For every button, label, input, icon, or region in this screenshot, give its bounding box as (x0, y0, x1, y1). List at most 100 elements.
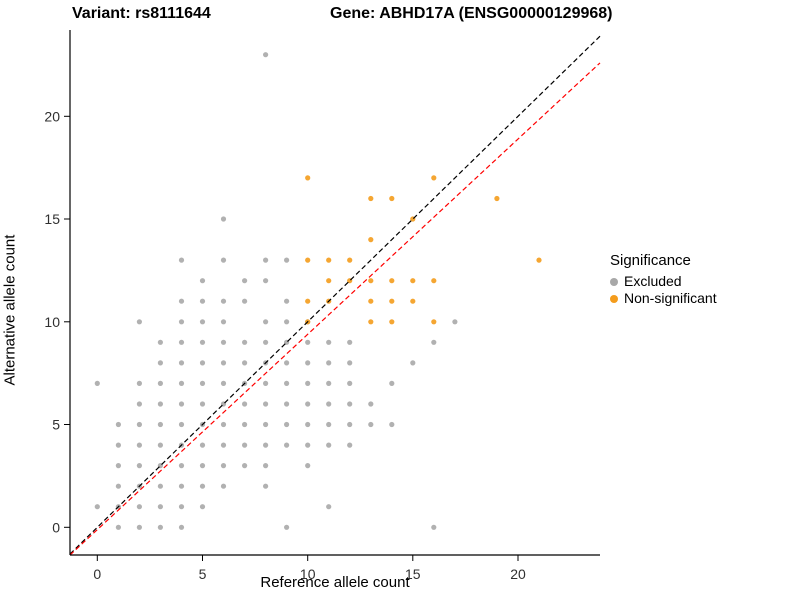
data-point-excluded (284, 257, 290, 263)
data-point-non-significant (326, 278, 332, 284)
data-point-excluded (326, 360, 332, 366)
data-point-non-significant (368, 278, 374, 284)
data-point-excluded (305, 463, 311, 469)
data-point-excluded (263, 339, 269, 345)
non-significant-dot-icon (610, 294, 618, 303)
data-point-excluded (157, 504, 163, 510)
data-point-excluded (263, 52, 269, 58)
data-point-non-significant (326, 257, 332, 263)
legend-item-excluded: Excluded (610, 273, 717, 290)
data-point-excluded (305, 339, 311, 345)
data-point-excluded (242, 401, 248, 407)
data-point-non-significant (305, 298, 311, 304)
data-point-excluded (305, 360, 311, 366)
data-point-excluded (136, 421, 142, 428)
data-point-non-significant (410, 278, 416, 284)
data-point-excluded (220, 442, 227, 448)
x-tick-label: 5 (199, 566, 207, 582)
x-tick-label: 20 (510, 566, 526, 582)
data-point-excluded (305, 421, 311, 428)
data-point-excluded (94, 380, 100, 386)
y-axis-label: Alternative allele count (1, 234, 19, 386)
data-point-excluded (220, 360, 227, 366)
data-point-excluded (220, 298, 227, 304)
excluded-dot-icon (610, 277, 618, 286)
data-point-excluded (178, 339, 185, 345)
data-point-excluded (284, 360, 290, 366)
x-tick-label: 15 (405, 566, 421, 582)
data-point-excluded (242, 278, 248, 284)
data-point-excluded (242, 360, 248, 366)
data-point-excluded (242, 339, 248, 345)
data-point-non-significant (410, 298, 416, 304)
data-point-excluded (136, 319, 142, 325)
data-point-excluded (263, 380, 269, 386)
data-point-non-significant (536, 257, 542, 263)
data-point-excluded (220, 319, 227, 325)
data-point-non-significant (305, 257, 311, 263)
data-point-excluded (178, 504, 185, 510)
data-point-excluded (305, 401, 311, 407)
data-point-non-significant (389, 319, 395, 325)
data-point-excluded (305, 442, 311, 448)
data-point-excluded (263, 278, 269, 284)
data-point-excluded (452, 319, 458, 325)
data-point-excluded (178, 257, 185, 263)
data-point-excluded (263, 401, 269, 407)
data-point-excluded (368, 421, 374, 428)
data-point-excluded (220, 339, 227, 345)
data-point-excluded (136, 380, 142, 386)
data-point-excluded (199, 401, 206, 407)
data-point-excluded (136, 442, 142, 448)
data-point-excluded (347, 360, 353, 366)
data-point-non-significant (431, 175, 437, 181)
data-point-non-significant (389, 278, 395, 284)
data-point-excluded (326, 401, 332, 407)
data-point-excluded (389, 421, 395, 428)
x-tick-label: 0 (93, 566, 101, 582)
y-tick-label: 20 (44, 108, 60, 124)
data-point-excluded (178, 360, 185, 366)
y-tick-label: 10 (44, 314, 60, 330)
x-axis-label: Reference allele count (260, 574, 410, 591)
data-point-excluded (115, 463, 121, 469)
data-point-excluded (115, 442, 121, 448)
data-point-excluded (326, 421, 332, 428)
data-point-excluded (284, 442, 290, 448)
data-point-non-significant (368, 319, 374, 325)
identity-line (69, 35, 601, 555)
data-point-excluded (115, 483, 121, 489)
data-point-excluded (115, 421, 121, 428)
data-point-excluded (431, 339, 437, 345)
data-point-non-significant (431, 278, 437, 284)
data-point-excluded (220, 483, 227, 489)
data-point-excluded (157, 339, 163, 345)
data-point-excluded (199, 360, 206, 366)
data-point-excluded (94, 504, 100, 510)
data-point-excluded (431, 524, 437, 530)
data-point-excluded (284, 380, 290, 386)
data-point-excluded (178, 319, 185, 325)
data-point-non-significant (368, 237, 374, 243)
data-point-excluded (199, 504, 206, 510)
data-point-excluded (410, 360, 416, 366)
x-tick-label: 10 (300, 566, 316, 582)
data-point-excluded (199, 463, 206, 469)
data-point-excluded (178, 380, 185, 386)
data-point-non-significant (368, 195, 374, 202)
data-point-excluded (199, 442, 206, 448)
data-point-excluded (220, 463, 227, 469)
data-point-non-significant (389, 195, 395, 202)
data-point-excluded (178, 524, 185, 530)
data-point-excluded (199, 278, 206, 284)
data-point-excluded (157, 401, 163, 407)
data-point-excluded (263, 463, 269, 469)
legend-item-label: Non-significant (624, 290, 717, 306)
data-point-excluded (242, 298, 248, 304)
y-tick-label: 5 (52, 417, 60, 433)
data-point-excluded (284, 524, 290, 530)
data-point-non-significant (368, 298, 374, 304)
plot-title-gene: Gene: ABHD17A (ENSG00000129968) (330, 5, 613, 22)
